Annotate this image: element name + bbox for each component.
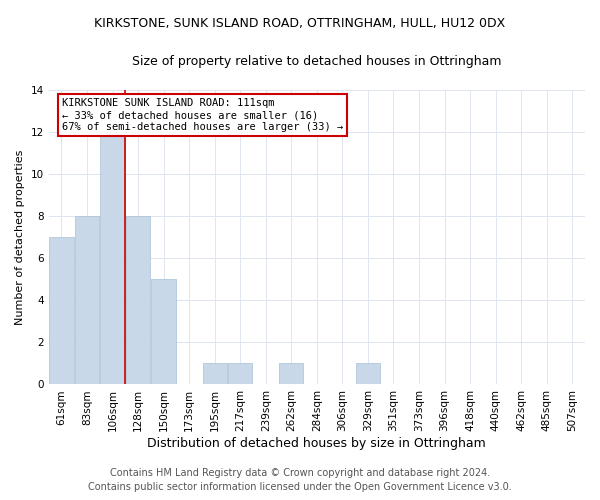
Bar [356, 364, 380, 384]
Bar [126, 216, 150, 384]
Text: Contains HM Land Registry data © Crown copyright and database right 2024.
Contai: Contains HM Land Registry data © Crown c… [88, 468, 512, 492]
X-axis label: Distribution of detached houses by size in Ottringham: Distribution of detached houses by size … [148, 437, 486, 450]
Text: KIRKSTONE, SUNK ISLAND ROAD, OTTRINGHAM, HULL, HU12 0DX: KIRKSTONE, SUNK ISLAND ROAD, OTTRINGHAM,… [94, 18, 506, 30]
Title: Size of property relative to detached houses in Ottringham: Size of property relative to detached ho… [132, 55, 502, 68]
Bar [49, 237, 74, 384]
Text: KIRKSTONE SUNK ISLAND ROAD: 111sqm
← 33% of detached houses are smaller (16)
67%: KIRKSTONE SUNK ISLAND ROAD: 111sqm ← 33%… [62, 98, 343, 132]
Bar [279, 364, 304, 384]
Bar [151, 280, 176, 384]
Y-axis label: Number of detached properties: Number of detached properties [15, 150, 25, 325]
Bar [228, 364, 253, 384]
Bar [203, 364, 227, 384]
Bar [75, 216, 99, 384]
Bar [100, 132, 125, 384]
